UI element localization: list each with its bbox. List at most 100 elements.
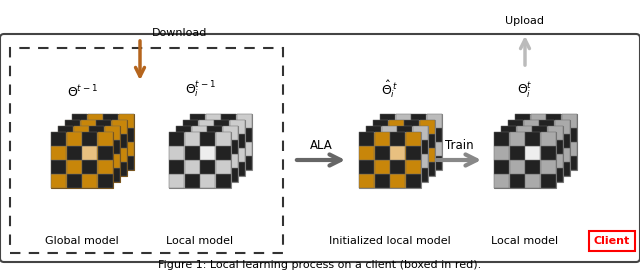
Bar: [501, 140, 516, 154]
Bar: [199, 162, 214, 176]
Text: Download: Download: [152, 28, 207, 38]
Bar: [192, 168, 207, 182]
Bar: [83, 147, 97, 160]
Bar: [373, 120, 435, 176]
Bar: [373, 120, 388, 134]
Bar: [380, 114, 442, 170]
Bar: [420, 120, 435, 134]
Text: Upload: Upload: [506, 16, 545, 26]
Bar: [494, 132, 509, 146]
Bar: [74, 126, 88, 140]
Bar: [67, 174, 82, 188]
Bar: [382, 140, 397, 154]
Bar: [524, 148, 539, 162]
Bar: [183, 120, 245, 176]
Bar: [541, 174, 556, 188]
Bar: [540, 162, 554, 176]
Bar: [397, 168, 412, 182]
Bar: [184, 148, 198, 162]
Bar: [515, 157, 530, 170]
Bar: [396, 142, 411, 156]
Bar: [373, 148, 388, 162]
Bar: [74, 140, 88, 154]
Text: Client: Client: [594, 236, 630, 246]
Bar: [81, 120, 95, 134]
Bar: [366, 126, 381, 140]
Bar: [216, 174, 230, 188]
Bar: [223, 126, 237, 140]
Bar: [98, 160, 113, 173]
Bar: [184, 134, 198, 148]
Bar: [83, 160, 97, 173]
Bar: [184, 120, 198, 134]
Bar: [221, 142, 236, 156]
Bar: [541, 132, 556, 146]
Bar: [375, 147, 390, 160]
Bar: [375, 174, 390, 188]
Bar: [501, 126, 516, 140]
Bar: [390, 132, 405, 146]
Bar: [177, 154, 191, 168]
Bar: [83, 174, 97, 188]
Bar: [67, 160, 82, 173]
Bar: [200, 132, 215, 146]
Bar: [413, 126, 428, 140]
Bar: [65, 162, 80, 176]
Bar: [105, 154, 120, 168]
Bar: [72, 115, 87, 128]
FancyBboxPatch shape: [0, 34, 640, 262]
Bar: [119, 142, 134, 156]
Bar: [119, 157, 134, 170]
Bar: [90, 140, 104, 154]
Bar: [427, 115, 442, 128]
Bar: [83, 132, 97, 146]
Bar: [427, 128, 442, 142]
Bar: [119, 115, 134, 128]
Bar: [223, 168, 237, 182]
Bar: [547, 157, 561, 170]
Bar: [541, 147, 556, 160]
Bar: [413, 140, 428, 154]
Bar: [525, 147, 540, 160]
Bar: [176, 126, 238, 182]
Bar: [216, 160, 230, 173]
Bar: [230, 148, 244, 162]
Bar: [525, 174, 540, 188]
Bar: [67, 132, 82, 146]
Bar: [524, 162, 539, 176]
FancyBboxPatch shape: [589, 231, 635, 251]
Bar: [104, 115, 118, 128]
Bar: [207, 168, 222, 182]
Bar: [200, 147, 215, 160]
Bar: [515, 115, 530, 128]
Bar: [360, 147, 374, 160]
Bar: [104, 142, 118, 156]
Bar: [413, 168, 428, 182]
Bar: [390, 174, 405, 188]
Bar: [548, 140, 563, 154]
Bar: [230, 134, 244, 148]
Bar: [501, 154, 516, 168]
Bar: [214, 148, 229, 162]
Bar: [406, 147, 420, 160]
Bar: [74, 168, 88, 182]
Bar: [98, 147, 113, 160]
Bar: [508, 148, 523, 162]
Bar: [508, 120, 523, 134]
Bar: [510, 160, 525, 173]
Bar: [525, 160, 540, 173]
Bar: [65, 134, 80, 148]
Bar: [104, 128, 118, 142]
Bar: [199, 134, 214, 148]
Bar: [216, 147, 230, 160]
Bar: [72, 157, 87, 170]
Bar: [230, 120, 244, 134]
Bar: [508, 120, 570, 176]
Bar: [206, 115, 221, 128]
Bar: [510, 147, 525, 160]
Bar: [540, 148, 554, 162]
Bar: [382, 168, 397, 182]
Bar: [412, 128, 426, 142]
Text: $\Theta^{t-1}$: $\Theta^{t-1}$: [67, 83, 97, 100]
Bar: [200, 160, 215, 173]
